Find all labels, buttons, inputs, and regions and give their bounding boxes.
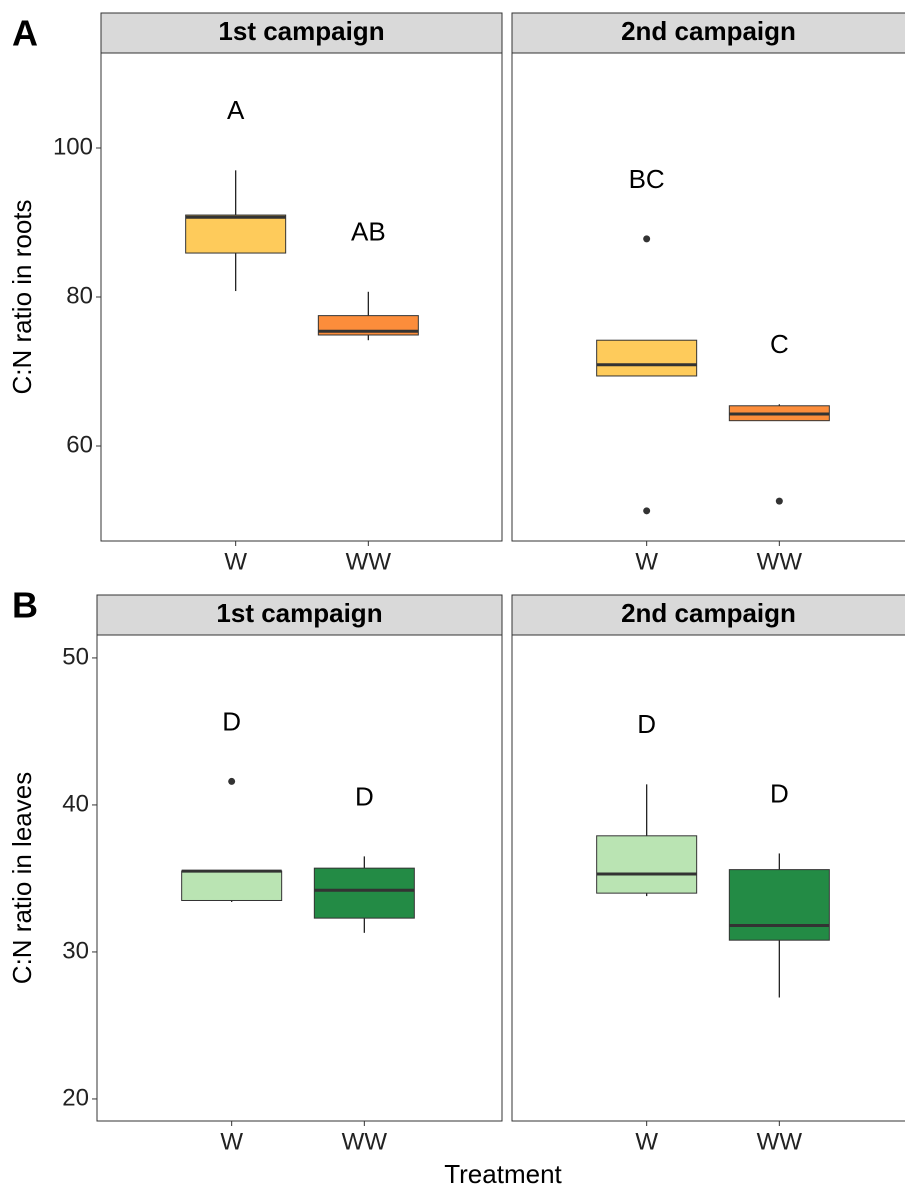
group-letter: BC [629,164,665,194]
y-tick-label: 20 [62,1084,89,1111]
box [313,867,415,919]
box [596,339,698,377]
y-tick-label: 40 [62,790,89,817]
group-letter: A [227,95,245,125]
panel-border [511,634,905,1122]
group-letter: C [770,329,789,359]
x-tick-label: W [635,1128,658,1155]
strip-title: 2nd campaign [621,16,796,46]
y-axis-title: C:N ratio in leaves [7,772,37,984]
x-tick-label: WW [757,1128,803,1155]
y-axis-title: C:N ratio in roots [7,199,37,394]
panel-border [100,52,503,542]
strip-title: 1st campaign [216,598,382,628]
strip [100,12,503,54]
y-tick-label: 80 [66,282,93,309]
strip-title: 1st campaign [218,16,384,46]
group-letter: D [770,778,789,808]
y-tick-label: 60 [66,431,93,458]
outlier [643,235,651,243]
x-tick-label: W [220,1128,243,1155]
group-letter: D [355,781,374,811]
strip [511,12,905,54]
x-axis-title: Treatment [444,1159,562,1189]
y-tick-label: 100 [53,133,93,160]
outlier [775,497,783,505]
panel-tag: B [12,585,38,626]
box [185,214,287,254]
outlier [643,507,651,515]
y-tick-label: 30 [62,937,89,964]
x-tick-label: W [635,548,658,575]
x-tick-label: WW [342,1128,388,1155]
outlier [228,777,236,785]
x-tick-label: WW [757,548,803,575]
group-letter: D [222,706,241,736]
panel-border [511,52,905,542]
group-letter: D [637,709,656,739]
strip [96,594,503,636]
x-tick-label: WW [346,548,392,575]
group-letter: AB [351,217,386,247]
strip-title: 2nd campaign [621,598,796,628]
box [596,835,698,894]
panel-tag: A [12,13,38,54]
box [728,869,830,941]
box [181,870,283,901]
y-tick-label: 50 [62,643,89,670]
strip [511,594,905,636]
x-tick-label: W [224,548,247,575]
panel-border [96,634,503,1122]
